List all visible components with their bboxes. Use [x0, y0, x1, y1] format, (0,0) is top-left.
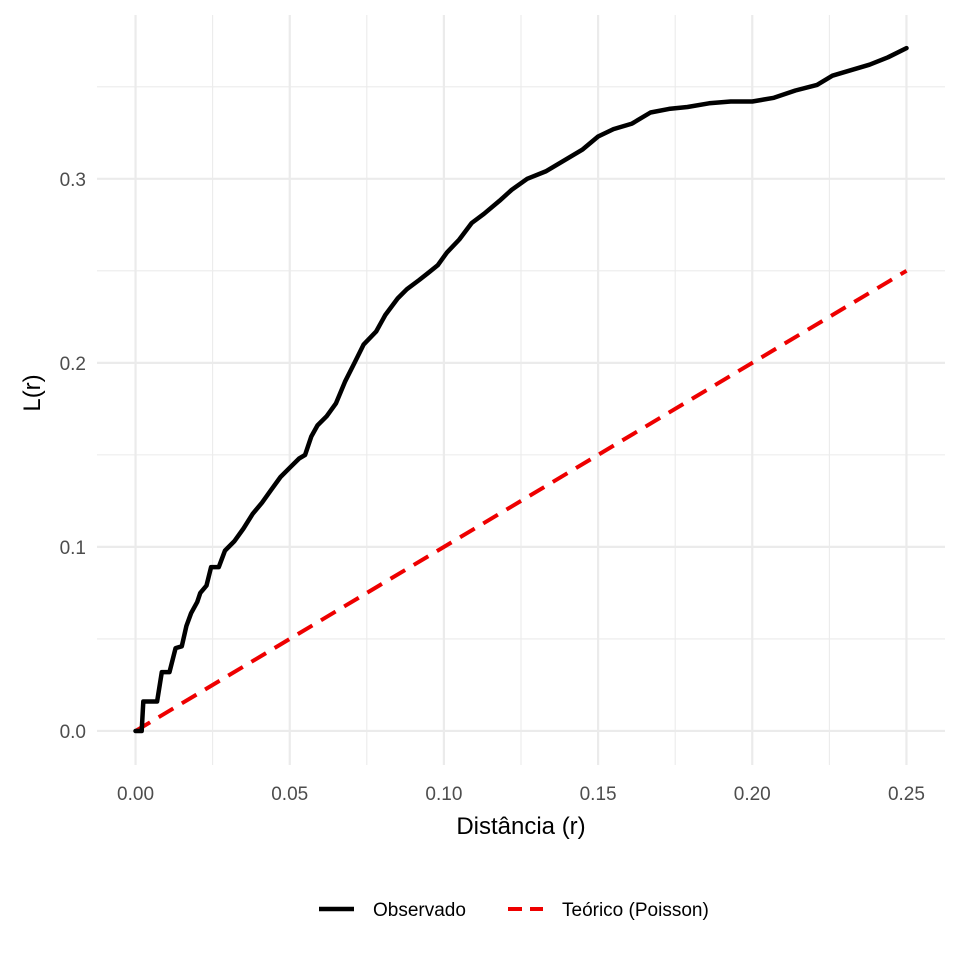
y-tick-label: 0.1 — [60, 538, 86, 559]
x-tick-label: 0.25 — [888, 784, 925, 805]
x-tick-label: 0.20 — [734, 784, 771, 805]
series-line-teorico — [134, 269, 908, 733]
y-axis-title: L(r) — [19, 374, 46, 411]
grid-minor — [97, 15, 945, 765]
x-tick-label: 0.05 — [271, 784, 308, 805]
x-tick-labels: 0.00 0.05 0.10 0.15 0.20 0.25 — [117, 784, 925, 805]
x-tick-label: 0.15 — [580, 784, 617, 805]
legend: Observado Teórico (Poisson) — [319, 900, 709, 921]
legend-label-teorico: Teórico (Poisson) — [562, 900, 709, 921]
x-axis-title: Distância (r) — [456, 813, 585, 840]
series-line-observado — [133, 45, 909, 734]
grid-major — [97, 15, 945, 765]
series-layer — [133, 45, 909, 734]
x-tick-label: 0.00 — [117, 784, 154, 805]
y-tick-label: 0.0 — [60, 722, 86, 743]
y-tick-labels: 0.0 0.1 0.2 0.3 — [60, 170, 86, 743]
legend-label-observado: Observado — [373, 900, 466, 921]
y-tick-label: 0.3 — [60, 170, 86, 191]
y-tick-label: 0.2 — [60, 354, 86, 375]
x-tick-label: 0.10 — [425, 784, 462, 805]
